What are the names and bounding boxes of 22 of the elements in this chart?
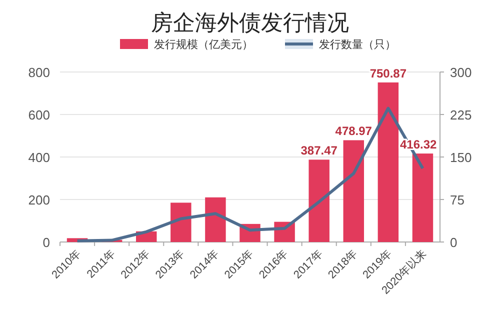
bar: [205, 197, 226, 242]
bar: [170, 202, 192, 242]
chart-title: 房企海外债发行情况: [151, 10, 349, 35]
y2-tick-label: 75: [450, 192, 464, 208]
data-label: 478.97: [335, 124, 372, 138]
y2-tick-label: 0: [450, 235, 458, 250]
y-tick-label: 200: [28, 192, 50, 208]
legend-label: 发行数量（只）: [319, 39, 396, 51]
y-tick-label: 600: [28, 108, 50, 122]
y-tick-label: 400: [28, 150, 50, 165]
data-label: 387.47: [300, 144, 338, 158]
bar: [308, 160, 330, 242]
y2-tick-label: 150: [450, 150, 472, 165]
data-label: 750.87: [370, 66, 407, 80]
bar: [412, 154, 434, 242]
y2-tick-label: 225: [450, 108, 472, 122]
y-tick-label: 0: [42, 235, 50, 250]
y-tick-label: 800: [28, 65, 50, 80]
y2-tick-label: 300: [450, 65, 472, 80]
bar: [343, 140, 364, 242]
bar: [378, 82, 399, 242]
legend-label: 发行规模（亿美元）: [154, 38, 253, 51]
